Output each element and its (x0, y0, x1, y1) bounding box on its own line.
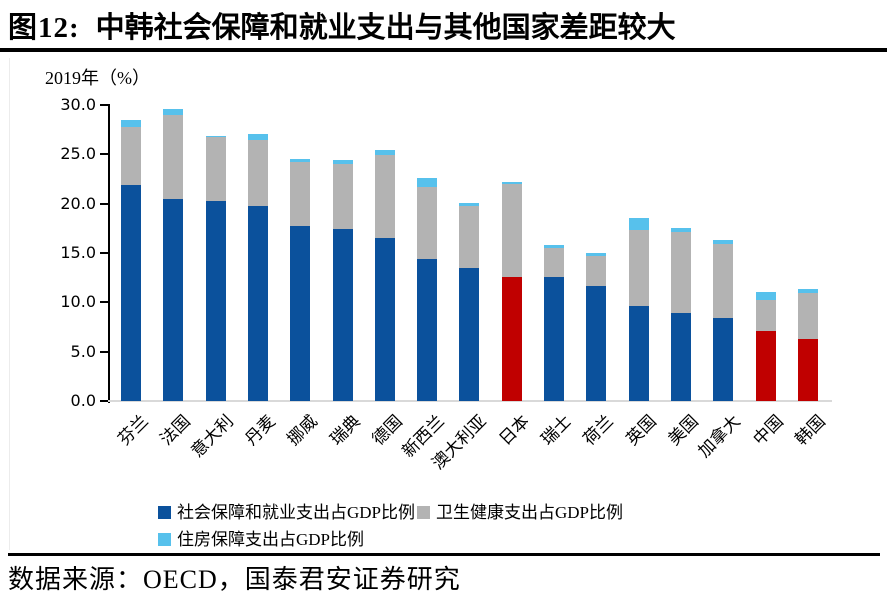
bar-segment-12-1 (586, 285, 607, 401)
y-axis-tick-label: 20.0 (60, 193, 96, 213)
bar-segment-4-1 (247, 205, 268, 401)
legend-swatch-health (417, 506, 430, 519)
bar-segment-9-3 (459, 202, 480, 206)
x-axis-line (108, 400, 832, 402)
bar-segment-17-1 (797, 338, 818, 401)
bar-segment-5-1 (290, 226, 311, 401)
legend-item-housing: 住房保障支出占GDP比例 (158, 530, 364, 550)
bar-segment-8-3 (417, 177, 438, 187)
bar-segment-12-3 (586, 252, 607, 256)
bar-segment-15-3 (713, 240, 734, 245)
bar-segment-14-3 (670, 228, 691, 233)
bar-segment-3-3 (205, 136, 226, 138)
bar-segment-15-2 (713, 244, 734, 319)
bar-segment-9-1 (459, 267, 480, 401)
plot-left-border (9, 58, 10, 550)
legend-swatch-housing (158, 533, 171, 546)
legend-item-social-security: 社会保障和就业支出占GDP比例 (158, 503, 415, 523)
bar-segment-6-2 (332, 164, 353, 230)
bar-segment-16-1 (755, 330, 776, 401)
legend-swatch-social-security (158, 506, 171, 519)
bar-segment-11-2 (544, 248, 564, 277)
y-axis-tick (100, 400, 108, 402)
y-axis-tick-label: 15.0 (60, 242, 96, 262)
y-axis-tick-label: 10.0 (60, 292, 96, 312)
bar-segment-4-2 (247, 140, 268, 206)
bar-segment-11-1 (544, 276, 564, 401)
bar-segment-14-1 (670, 313, 691, 401)
bar-segment-13-2 (628, 230, 649, 307)
bar-segment-6-1 (332, 229, 353, 401)
bar-segment-8-2 (417, 186, 438, 259)
axis-unit-label: 2019年（%） (45, 68, 150, 88)
figure-title-text: 中韩社会保障和就业支出与其他国家差距较大 (95, 12, 676, 44)
legend-label-social-security: 社会保障和就业支出占GDP比例 (177, 503, 416, 522)
bar-segment-3-1 (205, 200, 226, 401)
bar-segment-10-3 (501, 181, 522, 184)
y-axis-tick (100, 251, 108, 254)
bar-segment-2-1 (163, 198, 184, 401)
bar-segment-15-1 (713, 318, 734, 401)
chart-area: 2019年（%） 30.0 25.0 20.0 15.0 10.0 5.0 0.0 芬兰 法国意… (0, 56, 887, 552)
bar-segment-3-2 (205, 137, 226, 201)
bar-segment-5-2 (290, 162, 311, 227)
legend-label-housing: 住房保障支出占GDP比例 (177, 530, 365, 549)
y-axis-tick-label: 0.0 (70, 391, 96, 410)
bar-segment-8-1 (417, 258, 438, 401)
bar-segment-2-3 (163, 108, 184, 115)
y-axis-tick (100, 350, 108, 353)
bar-segment-1-1 (121, 184, 141, 401)
figure-number: 图12: (8, 12, 80, 44)
bar-segment-16-2 (755, 300, 776, 331)
bar-segment-7-3 (374, 150, 395, 156)
bar-segment-9-2 (459, 205, 480, 268)
bar-segment-11-3 (544, 245, 564, 248)
legend-label-health: 卫生健康支出占GDP比例 (436, 503, 624, 522)
y-axis-tick-label: 5.0 (70, 341, 96, 361)
figure-title: 图12: 中韩社会保障和就业支出与其他国家差距较大 (8, 4, 883, 46)
y-axis-tick-label: 30.0 (60, 94, 96, 114)
bar-segment-10-1 (501, 276, 522, 401)
bar-segment-1-2 (121, 126, 141, 185)
y-axis-tick-label: 25.0 (60, 144, 96, 164)
data-source: 数据来源：OECD，国泰君安证券研究 (8, 565, 461, 594)
bar-segment-13-1 (628, 306, 649, 401)
title-divider (0, 48, 887, 52)
y-axis-line (108, 104, 110, 403)
bar-segment-1-3 (121, 119, 141, 127)
bar-segment-17-2 (797, 293, 818, 339)
y-axis-tick (100, 301, 108, 304)
bar-segment-7-2 (374, 155, 395, 239)
y-axis-tick (100, 202, 108, 205)
bar-segment-17-3 (797, 289, 818, 294)
bar-segment-4-3 (247, 133, 268, 141)
bar-segment-10-2 (501, 183, 522, 277)
y-axis-tick (100, 103, 108, 106)
bar-segment-7-1 (374, 238, 395, 401)
bar-segment-2-2 (163, 114, 184, 199)
legend: 社会保障和就业支出占GDP比例 卫生健康支出占GDP比例 住房保障支出占GDP比… (0, 498, 887, 554)
footer-divider (8, 553, 880, 556)
y-axis-tick (100, 153, 108, 156)
bar-segment-16-3 (755, 292, 776, 301)
bar-segment-14-2 (670, 232, 691, 314)
bar-segment-5-3 (290, 159, 311, 163)
legend-item-health: 卫生健康支出占GDP比例 (417, 503, 623, 523)
bar-segment-13-3 (628, 218, 649, 231)
bar-segment-6-3 (332, 160, 353, 165)
bar-segment-12-2 (586, 255, 607, 286)
